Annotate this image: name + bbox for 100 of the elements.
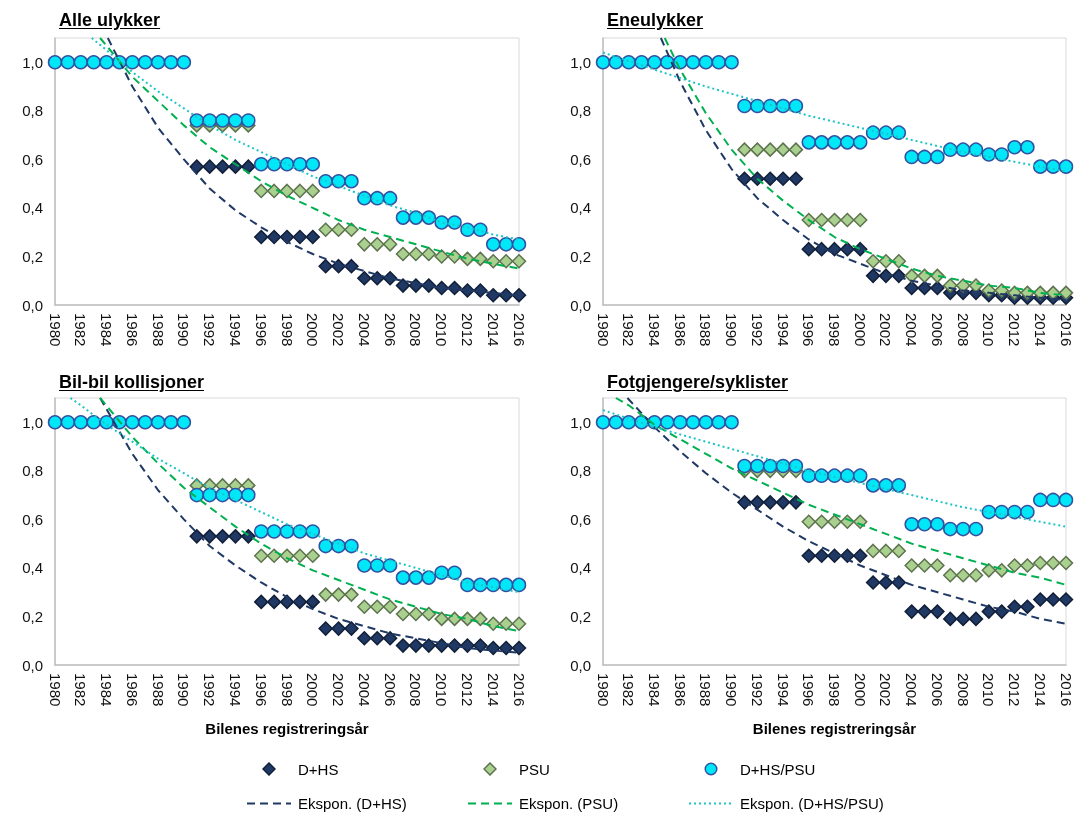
y-tick-label: 1,0 bbox=[22, 53, 43, 71]
x-tick-label: 2010 bbox=[433, 673, 451, 707]
x-tick-label: 1982 bbox=[620, 673, 638, 707]
x-tick-label: 2000 bbox=[851, 673, 869, 707]
x-tick-label: 2012 bbox=[458, 673, 476, 707]
x-tick-label: 2000 bbox=[851, 313, 869, 347]
x-tick-label: 1988 bbox=[697, 673, 715, 707]
x-tick-label: 1992 bbox=[201, 313, 219, 347]
x-tick-label: 2008 bbox=[954, 673, 972, 707]
y-tick-label: 0,6 bbox=[22, 510, 43, 528]
chart-title: Bil-bil kollisjoner bbox=[59, 372, 205, 393]
x-tick-label: 2006 bbox=[381, 673, 399, 707]
x-tick-label: 1994 bbox=[774, 313, 792, 347]
y-tick-label: 0,4 bbox=[570, 559, 591, 577]
y-tick-label: 0,2 bbox=[22, 607, 43, 625]
y-tick-label: 0,8 bbox=[22, 102, 43, 120]
x-tick-label: 1986 bbox=[123, 673, 141, 707]
x-tick-label: 2010 bbox=[433, 313, 451, 347]
y-tick-label: 0,6 bbox=[22, 150, 43, 168]
x-tick-label: 2006 bbox=[928, 313, 946, 347]
y-tick-label: 0,2 bbox=[570, 247, 591, 265]
x-tick-label: 1996 bbox=[800, 313, 818, 347]
x-tick-label: 2014 bbox=[484, 673, 502, 707]
x-tick-label: 1986 bbox=[671, 673, 689, 707]
x-tick-label: 1990 bbox=[175, 313, 193, 347]
x-tick-label: 1994 bbox=[774, 673, 792, 707]
x-tick-label: 2012 bbox=[458, 313, 476, 347]
legend-label: D+HS/PSU bbox=[740, 760, 816, 778]
x-tick-label: 1998 bbox=[826, 313, 843, 347]
legend-label: PSU bbox=[519, 760, 550, 778]
x-tick-label: 2012 bbox=[1006, 313, 1024, 347]
x-tick-label: 2008 bbox=[407, 313, 425, 347]
x-tick-label: 2002 bbox=[877, 313, 895, 347]
x-tick-label: 2002 bbox=[330, 313, 348, 347]
x-tick-label: 1988 bbox=[149, 313, 167, 347]
x-axis-title: Bilenes registreringsår bbox=[752, 720, 917, 737]
x-tick-label: 2008 bbox=[407, 673, 425, 707]
x-tick-label: 2002 bbox=[330, 673, 348, 707]
x-tick-label: 2006 bbox=[928, 673, 946, 707]
legend-label: Ekspon. (PSU) bbox=[519, 794, 619, 812]
x-tick-label: 1984 bbox=[98, 673, 116, 707]
x-tick-label: 2012 bbox=[1006, 673, 1024, 707]
y-tick-label: 0,8 bbox=[22, 462, 43, 480]
x-tick-label: 1996 bbox=[800, 673, 818, 707]
x-tick-label: 2016 bbox=[510, 313, 528, 347]
legend-label: Ekspon. (D+HS/PSU) bbox=[740, 794, 884, 812]
x-tick-label: 2014 bbox=[484, 313, 502, 347]
y-tick-label: 1,0 bbox=[570, 413, 591, 431]
x-tick-label: 2014 bbox=[1031, 673, 1049, 707]
x-tick-label: 1988 bbox=[697, 313, 715, 347]
x-tick-label: 1998 bbox=[278, 313, 296, 347]
x-tick-label: 2016 bbox=[510, 673, 528, 707]
x-tick-label: 2010 bbox=[980, 313, 998, 347]
y-tick-label: 0,6 bbox=[570, 150, 591, 168]
y-tick-label: 0,2 bbox=[570, 607, 591, 625]
x-tick-label: 2014 bbox=[1031, 313, 1049, 347]
x-tick-label: 1984 bbox=[645, 673, 663, 707]
x-tick-label: 1988 bbox=[149, 673, 167, 707]
y-tick-label: 0,8 bbox=[570, 102, 591, 120]
legend-label: D+HS bbox=[298, 760, 339, 778]
x-axis-title: Bilenes registreringsår bbox=[205, 720, 369, 737]
y-tick-label: 0,2 bbox=[22, 247, 43, 265]
x-tick-label: 1984 bbox=[645, 313, 663, 347]
x-tick-label: 2000 bbox=[304, 673, 322, 707]
x-tick-label: 2010 bbox=[980, 673, 998, 707]
x-tick-label: 1986 bbox=[123, 313, 141, 347]
x-tick-label: 2016 bbox=[1057, 313, 1075, 347]
x-tick-label: 1992 bbox=[748, 313, 766, 347]
x-tick-label: 1990 bbox=[723, 673, 741, 707]
x-tick-label: 2016 bbox=[1057, 673, 1075, 707]
y-tick-label: 1,0 bbox=[22, 413, 43, 431]
x-tick-label: 1986 bbox=[671, 313, 689, 347]
x-tick-label: 1998 bbox=[826, 673, 843, 707]
y-tick-label: 0,4 bbox=[22, 199, 43, 217]
x-tick-label: 1994 bbox=[226, 313, 244, 347]
x-tick-label: 1996 bbox=[252, 313, 270, 347]
x-tick-label: 2004 bbox=[903, 673, 921, 707]
x-tick-label: 1980 bbox=[46, 313, 64, 347]
chart-title: Fotgjengere/syklister bbox=[607, 372, 789, 393]
x-tick-label: 1990 bbox=[723, 313, 741, 347]
y-tick-label: 0,0 bbox=[570, 296, 591, 314]
x-tick-label: 1980 bbox=[46, 673, 64, 707]
chart-title: Eneulykker bbox=[607, 10, 704, 31]
x-tick-label: 1990 bbox=[175, 673, 193, 707]
x-tick-label: 1982 bbox=[72, 673, 90, 707]
x-tick-label: 2000 bbox=[304, 313, 322, 347]
x-tick-label: 2004 bbox=[903, 313, 921, 347]
y-tick-label: 0,0 bbox=[22, 656, 43, 674]
x-tick-label: 1998 bbox=[278, 673, 296, 707]
y-tick-label: 0,0 bbox=[570, 656, 591, 674]
x-tick-label: 1984 bbox=[98, 313, 116, 347]
x-tick-label: 1982 bbox=[72, 313, 90, 347]
x-tick-label: 2008 bbox=[954, 313, 972, 347]
x-tick-label: 2004 bbox=[355, 673, 373, 707]
x-tick-label: 2002 bbox=[877, 673, 895, 707]
y-tick-label: 0,0 bbox=[22, 296, 43, 314]
y-tick-label: 0,6 bbox=[570, 510, 591, 528]
x-tick-label: 1996 bbox=[252, 673, 270, 707]
x-tick-label: 1980 bbox=[594, 313, 612, 347]
y-tick-label: 0,4 bbox=[22, 559, 43, 577]
